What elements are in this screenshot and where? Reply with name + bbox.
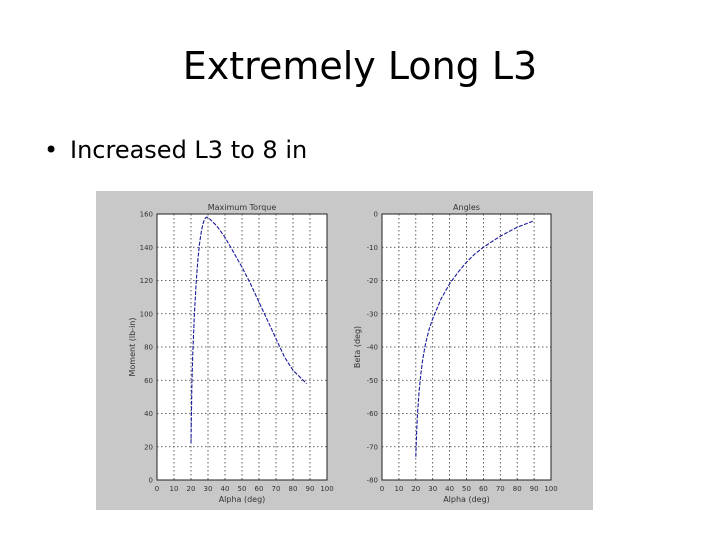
angles-xtick-label: 70 [496, 485, 505, 493]
torque-xtick-label: 70 [272, 485, 281, 493]
torque-xtick-label: 40 [221, 485, 230, 493]
torque-xtick-label: 100 [320, 485, 333, 493]
torque-xtick-label: 10 [170, 485, 179, 493]
angles-ytick-label: 0 [374, 211, 378, 219]
angles-ytick-label: -70 [367, 443, 378, 451]
angles-xtick-label: 90 [530, 485, 539, 493]
angles-ytick-label: -40 [367, 344, 378, 352]
torque-ytick-label: 120 [140, 277, 153, 285]
torque-ylabel: Moment (lb-in) [128, 318, 137, 377]
torque-ytick-label: 140 [140, 244, 153, 252]
torque-ytick-label: 0 [149, 477, 153, 485]
bullet-text: Increased L3 to 8 in [70, 136, 308, 164]
torque-ytick-label: 20 [144, 443, 153, 451]
torque-ytick-label: 160 [140, 211, 153, 219]
torque-xtick-label: 60 [255, 485, 264, 493]
angles-ytick-label: -20 [367, 277, 378, 285]
angles-xtick-label: 40 [445, 485, 454, 493]
torque-xtick-label: 0 [155, 485, 159, 493]
torque-xtick-label: 20 [187, 485, 196, 493]
angles-title: Angles [453, 203, 480, 212]
torque-ytick-label: 100 [140, 310, 153, 318]
angles-xlabel: Alpha (deg) [443, 495, 490, 504]
torque-series-line [190, 216, 307, 444]
torque-xtick-label: 80 [289, 485, 298, 493]
angles-ytick-label: -60 [367, 410, 378, 418]
angles-xtick-label: 50 [462, 485, 471, 493]
angles-series-line [415, 220, 535, 457]
angles-ytick-label: -80 [367, 477, 378, 485]
slide-title: Extremely Long L3 [182, 44, 538, 88]
angles-xtick-label: 30 [428, 485, 437, 493]
bullet-dot: • [44, 136, 59, 164]
figure-svg: 0 10 20 30 40 50 60 70 80 90 100020406080100120140… [96, 191, 593, 510]
angles-xtick-label: 10 [394, 485, 403, 493]
torque-ytick-label: 40 [144, 410, 153, 418]
torque-ytick-label: 80 [144, 344, 153, 352]
figure-panel: 0 10 20 30 40 50 60 70 80 90 100 0 20 40 60 80 100 120 140… [96, 191, 593, 510]
angles-xtick-label: 100 [544, 485, 557, 493]
angles-xtick-label: 20 [411, 485, 420, 493]
torque-xtick-label: 90 [306, 485, 315, 493]
angles-ytick-label: -30 [367, 310, 378, 318]
torque-xtick-label: 50 [238, 485, 247, 493]
angles-xtick-label: 80 [513, 485, 522, 493]
torque-title: Maximum Torque [208, 203, 277, 212]
angles-ylabel: Beta (deg) [353, 326, 362, 368]
torque-xtick-label: 30 [204, 485, 213, 493]
angles-ytick-label: -10 [367, 244, 378, 252]
angles-xtick-label: 60 [479, 485, 488, 493]
torque-xlabel: Alpha (deg) [219, 495, 266, 504]
torque-ytick-label: 60 [144, 377, 153, 385]
angles-ytick-label: -50 [367, 377, 378, 385]
angles-xtick-label: 0 [380, 485, 384, 493]
bullet-item: • Increased L3 to 8 in [44, 136, 307, 164]
